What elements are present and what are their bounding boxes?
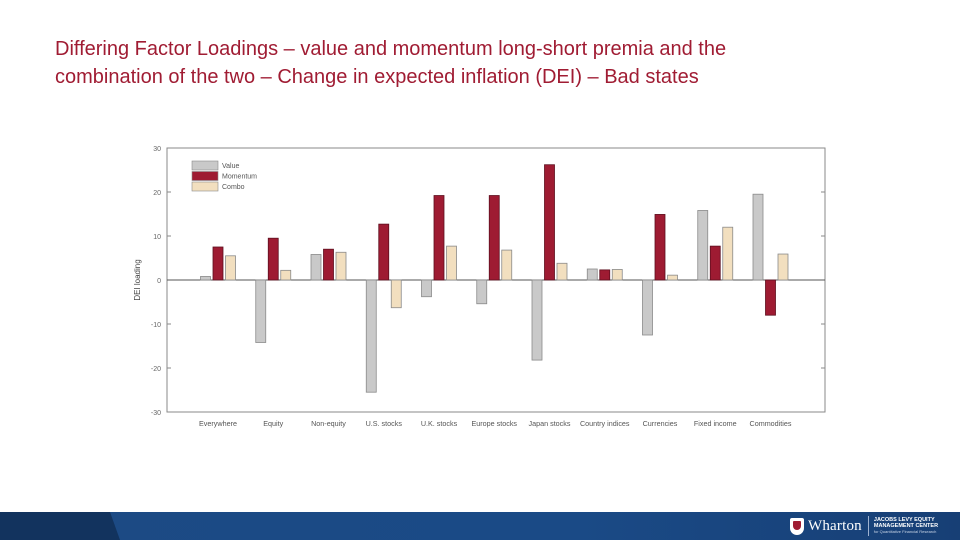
bar-combo: [722, 226, 734, 281]
bar-value: [255, 279, 267, 343]
slide-title-line2: combination of the two – Change in expec…: [55, 66, 699, 88]
bar-value: [200, 276, 211, 281]
slide-title-line1: Differing Factor Loadings – value and mo…: [55, 38, 727, 60]
bar-value: [752, 193, 764, 281]
x-tick-label: Commodities: [750, 419, 792, 428]
bar-value: [310, 254, 322, 281]
x-tick-label: Equity: [263, 419, 283, 428]
bar-combo: [667, 274, 678, 281]
y-tick-label: -30: [151, 410, 161, 417]
bar-combo: [446, 245, 457, 281]
x-tick-label: Fixed income: [694, 419, 737, 428]
x-tick-label: Japan stocks: [529, 419, 571, 428]
bar-value: [421, 279, 432, 298]
x-tick-label: Everywhere: [199, 419, 237, 428]
bar-combo: [501, 249, 513, 281]
bar-momentum: [323, 248, 334, 281]
bar-momentum: [267, 237, 279, 281]
factor-loading-chart: 30 20 10 0 -10 -20 -30 DEI loading Everywhere Equ…: [133, 146, 826, 428]
footer-accent: [0, 512, 120, 540]
bar-combo: [225, 255, 236, 281]
logo-divider: [867, 516, 869, 536]
bar-momentum: [709, 245, 721, 281]
bar-momentum: [488, 195, 500, 281]
center-line3: for Quantitative Financial Research: [873, 529, 937, 535]
bar-combo: [777, 253, 789, 281]
x-tick-label: U.K. stocks: [421, 419, 458, 428]
x-tick-label: Country indices: [580, 419, 630, 428]
y-tick-label: -20: [151, 366, 161, 373]
x-tick-label: Europe stocks: [471, 419, 517, 428]
bar-momentum: [544, 164, 555, 281]
x-tick-label: Currencies: [643, 419, 678, 428]
center-line2: MANAGEMENT CENTER: [873, 522, 939, 529]
x-tick-label: U.S. stocks: [366, 419, 403, 428]
x-tick-label: Non-equity: [311, 419, 346, 428]
wharton-wordmark: Wharton: [808, 517, 862, 534]
y-tick-label: 10: [153, 234, 161, 241]
bar-combo: [280, 269, 292, 281]
bar-momentum: [654, 214, 666, 281]
bar-value: [697, 210, 709, 281]
bar-momentum: [433, 195, 445, 281]
y-tick-label: 0: [157, 278, 161, 285]
legend-label: Combo: [222, 184, 245, 191]
bar-momentum: [212, 246, 224, 281]
bar-momentum: [378, 223, 390, 281]
wharton-logo[interactable]: Wharton JACOBS LEVY EQUITY MANAGEMENT CE…: [790, 515, 938, 537]
y-axis-label: DEI loading: [133, 259, 142, 300]
bar-value: [531, 279, 543, 361]
legend-swatch: [191, 160, 219, 171]
legend-swatch: [191, 171, 219, 181]
bar-combo: [335, 251, 347, 281]
y-tick-label: 20: [153, 190, 161, 197]
y-tick-label: 30: [153, 146, 161, 153]
bar-value: [365, 279, 377, 393]
slide-title: Differing Factor Loadings – value and mo…: [55, 35, 915, 91]
legend-label: Value: [222, 163, 239, 170]
bar-combo: [556, 262, 568, 281]
bar-value: [476, 279, 488, 305]
bar-combo: [611, 269, 623, 281]
legend-label: Momentum: [222, 174, 257, 181]
y-tick-label: -10: [151, 322, 161, 329]
center-name: JACOBS LEVY EQUITY MANAGEMENT CENTER for…: [874, 517, 938, 536]
center-line1: JACOBS LEVY EQUITY: [873, 516, 935, 523]
bar-combo: [390, 279, 402, 309]
bar-momentum: [599, 269, 611, 281]
bar-momentum: [765, 279, 776, 316]
bar-value: [586, 268, 598, 281]
bar-value: [642, 279, 653, 336]
penn-shield-icon: [790, 517, 804, 535]
legend-swatch: [191, 181, 219, 192]
